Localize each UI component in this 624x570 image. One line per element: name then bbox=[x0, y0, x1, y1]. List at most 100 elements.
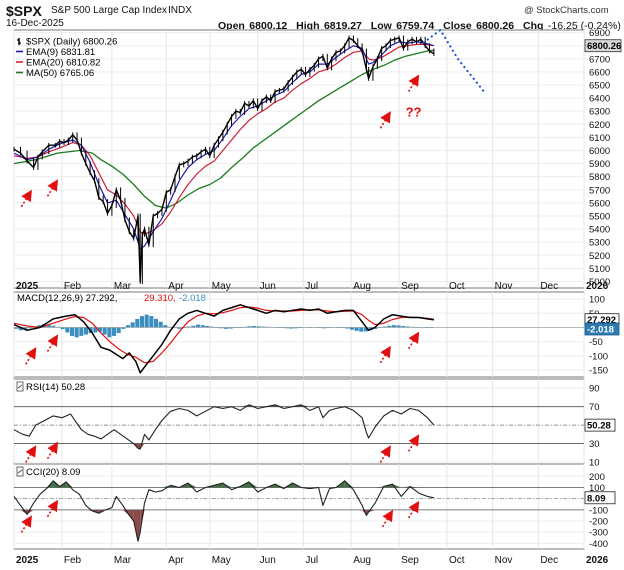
top-x-tick-label: Jun bbox=[260, 281, 276, 292]
red-arrow bbox=[25, 445, 37, 463]
index-name: S&P 500 Large Cap Index bbox=[51, 5, 168, 16]
macd-histogram-bar bbox=[46, 324, 51, 328]
bottom-x-tick-label: Jun bbox=[260, 555, 276, 566]
bottom-x-tick-label: 2025 bbox=[16, 555, 39, 566]
y-tick-label: 90 bbox=[589, 384, 600, 395]
top-x-tick-label: Nov bbox=[495, 281, 513, 292]
y-tick-label: 10 bbox=[589, 458, 600, 469]
y-tick-label: 200 bbox=[589, 472, 605, 483]
y-tick-label: 70 bbox=[589, 402, 600, 413]
chart-header: $SPX S&P 500 Large Cap Index INDX 16-Dec… bbox=[4, 3, 621, 32]
macd-histogram-bar bbox=[121, 327, 126, 329]
macd-histogram-bar bbox=[51, 325, 56, 328]
macd-histogram-bar bbox=[93, 327, 98, 333]
legend-label: EMA(9) 6831.81 bbox=[26, 47, 95, 58]
bottom-x-tick-label: Feb bbox=[64, 555, 82, 566]
rsi-legend: RSI(14) 50.28 bbox=[16, 381, 85, 393]
open-label: Open bbox=[218, 20, 245, 32]
macd-histogram-bar bbox=[396, 325, 401, 328]
price-line bbox=[13, 37, 435, 283]
high-value: 6819.27 bbox=[323, 20, 362, 32]
macd-histogram-bar bbox=[219, 327, 224, 329]
projection-line bbox=[422, 29, 485, 93]
macd-histogram-bar bbox=[209, 326, 215, 328]
cci-oversold-fill bbox=[140, 509, 145, 533]
macd-histogram-bar bbox=[391, 325, 396, 328]
red-arrow bbox=[407, 74, 420, 92]
y-tick-label: -200 bbox=[589, 517, 608, 528]
macd-histogram-bar bbox=[382, 326, 387, 328]
cci-value-tag-text: 8.09 bbox=[587, 493, 606, 504]
macd-histogram-bar bbox=[69, 327, 75, 336]
red-arrow bbox=[407, 434, 420, 452]
y-tick-label: -50 bbox=[589, 337, 603, 348]
macd-histogram-bar bbox=[125, 325, 131, 328]
top-x-tick-label: Dec bbox=[540, 281, 558, 292]
top-x-tick-label: Aug bbox=[353, 281, 371, 292]
macd-histogram-bar bbox=[65, 327, 70, 333]
y-tick-label: 6500 bbox=[589, 81, 610, 92]
macd-hist-legend-label: -2.018 bbox=[179, 293, 206, 304]
macd-histogram-bar bbox=[401, 326, 406, 328]
macd-histogram-bar bbox=[251, 326, 257, 328]
legend-label: EMA(20) 6810.82 bbox=[26, 58, 100, 69]
macd-histogram-bar bbox=[191, 325, 196, 328]
cci-legend: CCI(20) 8.09 bbox=[16, 466, 80, 478]
macd-legend: MACD(12,26,9) 27.292, 29.310, -2.018 bbox=[17, 293, 206, 304]
red-arrow bbox=[20, 189, 32, 208]
close-value: 6800.26 bbox=[476, 20, 515, 32]
macd-histogram-bar bbox=[289, 327, 294, 329]
macd-histogram-bar bbox=[37, 325, 42, 328]
low-label: Low bbox=[370, 20, 392, 32]
symbol[interactable]: $SPX bbox=[6, 3, 42, 19]
macd-histogram-bar bbox=[18, 327, 23, 331]
macd-histogram-bar bbox=[163, 325, 168, 328]
y-tick-label: 6200 bbox=[589, 120, 610, 131]
macd-histogram-bar bbox=[354, 327, 359, 331]
red-arrow bbox=[46, 499, 59, 518]
y-tick-label: 6000 bbox=[589, 146, 610, 157]
macd-histogram-bar bbox=[284, 327, 289, 329]
macd-histogram-bar bbox=[149, 316, 154, 328]
top-x-tick-label: Jul bbox=[305, 281, 318, 292]
bottom-x-tick-label: Mar bbox=[114, 555, 132, 566]
chg-value: -16.25 (-0.24%) bbox=[547, 20, 621, 32]
macd-hist-tag-text: -2.018 bbox=[587, 324, 614, 335]
last-price-tag bbox=[584, 39, 622, 53]
macd-histogram-bar bbox=[223, 327, 229, 329]
bottom-x-tick-label: Sep bbox=[401, 555, 419, 566]
rsi-legend-icon bbox=[17, 384, 23, 389]
macd-histogram-bar bbox=[158, 321, 163, 328]
cci-oversold-fill bbox=[133, 509, 139, 542]
bottom-x-tick-label: Jul bbox=[305, 555, 318, 566]
cci-oversold-fill bbox=[122, 509, 130, 516]
macd-histogram-bar bbox=[111, 327, 117, 336]
macd-histogram-bar bbox=[83, 327, 89, 335]
close-label: Close bbox=[443, 20, 472, 32]
y-tick-label: 5100 bbox=[589, 264, 610, 275]
red-arrow bbox=[46, 441, 59, 460]
top-x-tick-label: Apr bbox=[168, 281, 184, 292]
rsi-oversold-fill bbox=[138, 443, 141, 450]
open-value: 6800.12 bbox=[249, 20, 288, 32]
macd-histogram-bar bbox=[228, 327, 233, 329]
macd-histogram-bar bbox=[405, 326, 410, 328]
y-tick-label: 5400 bbox=[589, 225, 610, 236]
macd-histogram-bar bbox=[363, 327, 368, 332]
y-tick-label: 6600 bbox=[589, 67, 610, 78]
panel-frame-2 bbox=[13, 378, 585, 463]
cci-legend-label: CCI(20) 8.09 bbox=[26, 467, 80, 478]
macd-histogram-bar bbox=[261, 326, 266, 328]
y-tick-label: 6900 bbox=[589, 28, 610, 39]
rsi-line bbox=[13, 404, 435, 450]
legend-label: $SPX (Daily) 6800.26 bbox=[26, 37, 117, 48]
macd-histogram-bar bbox=[293, 327, 298, 329]
macd-histogram-bar bbox=[139, 316, 145, 328]
low-value: 6759.74 bbox=[396, 20, 435, 32]
y-tick-label: -300 bbox=[589, 528, 608, 539]
cci-overbought-fill bbox=[275, 484, 284, 488]
macd-histogram-bar bbox=[107, 327, 112, 338]
top-x-tick-label: Sep bbox=[401, 281, 419, 292]
